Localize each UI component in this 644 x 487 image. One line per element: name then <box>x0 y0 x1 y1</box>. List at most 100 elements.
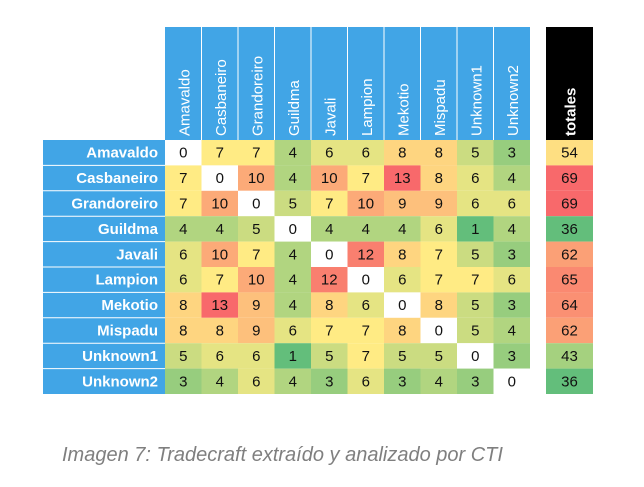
heatmap-cell <box>347 241 384 267</box>
totals-value: 36 <box>561 373 578 390</box>
cell-value: 6 <box>179 246 187 263</box>
column-label: Mispadu <box>432 79 449 136</box>
heatmap-cell <box>493 343 530 369</box>
totals-value: 62 <box>561 323 578 340</box>
cell-value: 9 <box>252 323 260 340</box>
cell-value: 5 <box>398 348 406 365</box>
cell-value: 7 <box>435 272 443 289</box>
heatmap-cell <box>384 216 421 242</box>
column-label: Lampion <box>359 78 376 136</box>
cell-value: 10 <box>321 170 338 187</box>
cell-value: 0 <box>216 170 224 187</box>
totals-cell <box>546 368 593 394</box>
heatmap-cell <box>493 267 530 293</box>
heatmap-cell <box>201 216 238 242</box>
cell-value: 7 <box>325 196 333 213</box>
heatmap-cell <box>201 190 238 217</box>
cell-value: 0 <box>252 196 260 213</box>
cell-value: 7 <box>362 323 370 340</box>
heatmap-cell <box>274 190 311 217</box>
row-label: Casbaneiro <box>76 170 158 187</box>
heatmap-cell <box>311 190 348 217</box>
heatmap-cell <box>384 165 421 191</box>
heatmap-cell <box>311 267 348 293</box>
heatmap-cell <box>420 241 457 267</box>
cell-value: 8 <box>435 297 443 314</box>
heatmap-cell <box>493 140 530 166</box>
cell-value: 4 <box>216 373 224 390</box>
cell-value: 6 <box>435 221 443 238</box>
cell-value: 9 <box>398 196 406 213</box>
heatmap-cell <box>493 317 530 344</box>
cell-value: 8 <box>435 170 443 187</box>
heatmap-cell <box>165 267 202 293</box>
cell-value: 0 <box>508 373 516 390</box>
cell-value: 5 <box>471 145 479 162</box>
row-label: Grandoreiro <box>71 196 158 213</box>
cell-value: 3 <box>508 145 516 162</box>
column-label: Unknown2 <box>505 65 522 136</box>
cell-value: 6 <box>362 145 370 162</box>
cell-value: 5 <box>252 221 260 238</box>
cell-value: 7 <box>252 145 260 162</box>
cell-value: 0 <box>362 272 370 289</box>
cell-value: 10 <box>248 170 265 187</box>
cell-value: 4 <box>289 246 297 263</box>
totals-value: 43 <box>561 348 578 365</box>
heatmap-cell <box>493 216 530 242</box>
cell-value: 4 <box>179 221 187 238</box>
row-label: Guildma <box>98 221 159 238</box>
totals-cell <box>546 190 593 217</box>
cell-value: 10 <box>357 196 374 213</box>
cell-value: 0 <box>398 297 406 314</box>
heatmap-cell <box>457 165 494 191</box>
heatmap-cell <box>165 216 202 242</box>
heatmap-cell <box>457 292 494 318</box>
heatmap-cell <box>201 165 238 191</box>
heatmap-cell <box>201 317 238 344</box>
cell-value: 3 <box>325 373 333 390</box>
cell-value: 7 <box>435 246 443 263</box>
heatmap-cell <box>201 140 238 166</box>
cell-value: 8 <box>179 297 187 314</box>
cell-value: 7 <box>216 145 224 162</box>
cell-value: 8 <box>435 145 443 162</box>
row-label: Lampion <box>96 272 159 289</box>
cell-value: 4 <box>435 373 443 390</box>
heatmap-cell <box>457 140 494 166</box>
totals-value: 54 <box>561 145 578 162</box>
column-label: Mekotio <box>395 83 412 136</box>
column-label: Guildma <box>286 79 303 136</box>
cell-value: 7 <box>362 170 370 187</box>
heatmap-cell <box>311 140 348 166</box>
cell-value: 0 <box>325 246 333 263</box>
cell-value: 9 <box>435 196 443 213</box>
heatmap-cell <box>457 267 494 293</box>
heatmap-cell <box>274 317 311 344</box>
cell-value: 0 <box>179 145 187 162</box>
figure-caption: Imagen 7: Tradecraft extraído y analizad… <box>62 444 503 466</box>
heatmap-cell <box>493 165 530 191</box>
cell-value: 4 <box>508 221 516 238</box>
heatmap-cell <box>165 292 202 318</box>
heatmap-cell <box>347 190 384 217</box>
heatmap-cell <box>274 343 311 369</box>
cell-value: 13 <box>211 297 228 314</box>
cell-value: 0 <box>435 323 443 340</box>
heatmap-cell <box>493 292 530 318</box>
totals-value: 65 <box>561 272 578 289</box>
heatmap-cell <box>347 140 384 166</box>
cell-value: 7 <box>362 348 370 365</box>
cell-value: 4 <box>289 170 297 187</box>
cell-value: 6 <box>362 373 370 390</box>
row-label: Amavaldo <box>86 145 158 162</box>
column-label: Casbaneiro <box>213 59 230 136</box>
cell-value: 6 <box>362 297 370 314</box>
cell-value: 10 <box>248 272 265 289</box>
column-label: Javali <box>322 98 339 136</box>
cell-value: 4 <box>325 221 333 238</box>
totals-cell <box>546 241 593 267</box>
heatmap-cell <box>384 190 421 217</box>
heatmap-cell <box>457 216 494 242</box>
heatmap-cell <box>384 241 421 267</box>
